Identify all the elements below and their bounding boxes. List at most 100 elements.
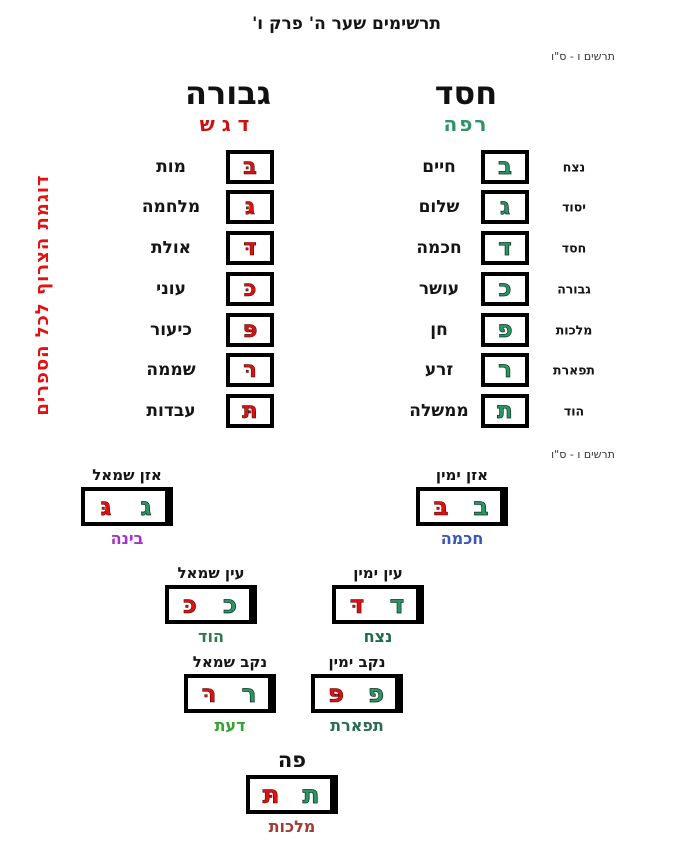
organ-group-left-ear: אזן שמאל גּ ג בינה [81, 466, 173, 548]
dagesh-cell: גּ [85, 491, 127, 522]
dagesh-letter-box: רּ [226, 353, 274, 387]
rafeh-letter: ד [389, 590, 405, 619]
figure-caption-top: תרשים ו - ס"ו [551, 50, 615, 63]
organ-group-left-eye: עין שמאל כּ כ הוד [165, 564, 257, 646]
letter-row: שממה רּ זרע ר תפארת [0, 353, 693, 387]
organ-title: עין ימין [353, 564, 403, 582]
rafeh-subheader: רפה [443, 112, 489, 136]
gevurah-word: שממה [146, 360, 196, 380]
dagesh-letter: בּ [433, 492, 449, 521]
dagesh-cell: רּ [188, 678, 230, 709]
rafeh-letter: פ [367, 679, 385, 708]
dagesh-letter: דּ [243, 234, 257, 261]
rafeh-letter: ר [241, 679, 257, 708]
organ-title: אזן שמאל [92, 466, 162, 484]
rafeh-letter-box: פ [481, 313, 529, 347]
rafeh-letter: כ [222, 590, 238, 619]
rafeh-letter: ר [498, 356, 513, 383]
chesed-word: חכמה [416, 238, 462, 258]
chesed-word: ממשלה [409, 401, 469, 421]
dagesh-letter-box: פּ [226, 313, 274, 347]
sefirah-label: חסד [561, 240, 587, 256]
dagesh-letter: כּ [182, 590, 198, 619]
letter-row: כיעור פּ חן פ מלכות [0, 313, 693, 347]
rafeh-letter-box: ב [481, 150, 529, 184]
dagesh-letter: בּ [242, 153, 258, 180]
rafeh-letter: ד [498, 234, 512, 261]
organ-title: פה [277, 748, 307, 772]
rafeh-cell: ר [230, 678, 272, 709]
rafeh-letter: ג [140, 492, 152, 521]
sefirah-label: גבורה [557, 281, 591, 297]
chesed-word: עושר [418, 279, 460, 299]
chesed-word: זרע [424, 360, 454, 380]
gevurah-word: עבדות [146, 401, 196, 421]
dagesh-letter: רּ [201, 679, 217, 708]
chesed-header: חסד [434, 74, 498, 112]
organ-sefirah-label: חכמה [440, 529, 484, 548]
organ-sefirah-label: הוד [198, 627, 224, 646]
sefirah-label: הוד [563, 403, 585, 419]
dagesh-letter: גּ [100, 492, 112, 521]
rafeh-letter: ת [497, 397, 513, 424]
organ-sefirah-label: תפארת [330, 716, 384, 735]
letter-row: מלחמה גּ שלום ג יסוד [0, 190, 693, 224]
letter-row: עבדות תּ ממשלה ת הוד [0, 394, 693, 428]
gevurah-word: עוני [156, 279, 186, 299]
dagesh-letter: פּ [242, 316, 258, 343]
rafeh-cell: ג [127, 491, 169, 522]
sefirah-label: יסוד [562, 199, 586, 215]
rafeh-letter: כ [498, 275, 512, 302]
dagesh-cell: בּ [420, 491, 462, 522]
dagesh-letter-box: כּ [226, 272, 274, 306]
chesed-word: חן [430, 320, 448, 340]
sefirah-label: מלכות [555, 322, 593, 338]
organ-title: עין שמאל [177, 564, 245, 582]
rafeh-letter-box: ד [481, 231, 529, 265]
sefirah-label: נצח [562, 159, 586, 175]
rafeh-letter: ב [473, 492, 489, 521]
organ-letter-box: דּ ד [332, 585, 424, 624]
rafeh-letter-box: ר [481, 353, 529, 387]
organ-group-right-ear: אזן ימין בּ ב חכמה [416, 466, 508, 548]
gevurah-word: כיעור [149, 320, 193, 340]
organ-letter-box: כּ כ [165, 585, 257, 624]
dagesh-letter: רּ [243, 356, 257, 383]
rafeh-cell: ב [462, 491, 504, 522]
organ-title: אזן ימין [435, 466, 489, 484]
organ-group-left-nostril: נקב שמאל רּ ר דעת [184, 653, 276, 735]
dagesh-letter-box: גּ [226, 190, 274, 224]
organ-sefirah-label: בינה [110, 529, 144, 548]
organ-letter-box: תּ ת [246, 775, 338, 814]
dagesh-letter: דּ [349, 590, 365, 619]
dagesh-subheader: דגש [199, 112, 257, 136]
rafeh-cell: כ [211, 589, 253, 620]
chesed-word: שלום [418, 197, 460, 217]
rafeh-letter-box: ג [481, 190, 529, 224]
dagesh-letter: פּ [327, 679, 345, 708]
organ-letter-box: בּ ב [416, 487, 508, 526]
organ-letter-box: גּ ג [81, 487, 173, 526]
organ-group-mouth: פה תּ ת מלכות [246, 748, 338, 836]
sefirah-label: תפארת [553, 362, 595, 378]
rafeh-letter: ת [302, 780, 320, 809]
page-title: תרשימים שער ה' פרק ו' [252, 14, 441, 34]
dagesh-cell: פּ [315, 678, 357, 709]
letter-row: עוני כּ עושר כ גבורה [0, 272, 693, 306]
organ-title: נקב ימין [328, 653, 386, 671]
rafeh-letter: פ [497, 316, 513, 343]
dagesh-cell: דּ [336, 589, 378, 620]
rafeh-cell: פ [357, 678, 399, 709]
gevurah-word: אולת [150, 238, 192, 258]
organ-sefirah-label: מלכות [268, 817, 316, 836]
dagesh-letter: תּ [262, 780, 280, 809]
rafeh-letter: ג [499, 193, 511, 220]
organ-sefirah-label: דעת [214, 716, 246, 735]
letter-row: מות בּ חיים ב נצח [0, 150, 693, 184]
dagesh-letter: כּ [243, 275, 257, 302]
rafeh-letter: ב [497, 153, 513, 180]
letter-row: אולת דּ חכמה ד חסד [0, 231, 693, 265]
organ-letter-box: פּ פ [311, 674, 403, 713]
dagesh-cell: תּ [250, 779, 292, 810]
